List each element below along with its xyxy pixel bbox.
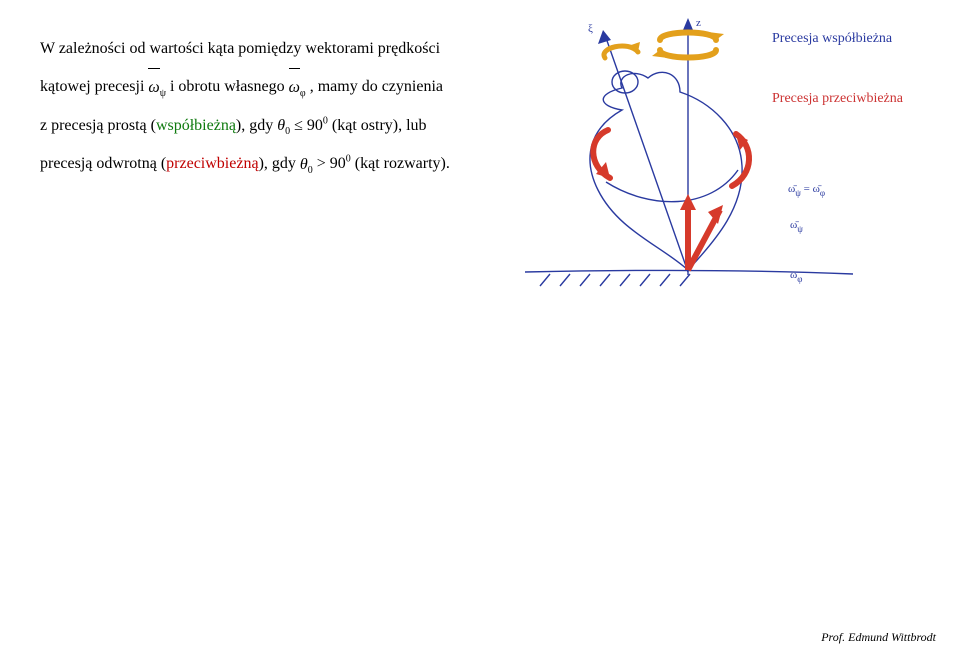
lbl-z: z — [696, 17, 701, 29]
lbl-xi: ξ — [588, 23, 593, 35]
theta0: θ — [277, 117, 285, 134]
line4c: (kąt rozwarty). — [355, 155, 450, 172]
line3a: z precesją prostą ( — [40, 117, 156, 134]
omega-psi-sub: ψ — [160, 88, 166, 99]
leq90: ≤ 90 — [290, 117, 323, 134]
footer-author: Prof. Edmund Wittbrodt — [821, 630, 936, 645]
wspolbiezna: współbieżną — [156, 117, 236, 134]
svg-text:ω̄ψ: ω̄ψ — [790, 219, 803, 234]
omega-phi-sub: φ — [300, 88, 306, 99]
line3c: (kąt ostry), lub — [332, 117, 427, 134]
omega-phi: ω — [289, 79, 300, 96]
theta1: θ — [300, 156, 308, 173]
title-przeciwbiezna: Precesja przeciwbieżna — [772, 91, 904, 106]
line3b: ), gdy — [236, 117, 277, 134]
eq-eq: = — [801, 183, 813, 195]
omega-psi: ω — [148, 79, 159, 96]
title-wspolbiezna: Precesja współbieżna — [772, 31, 893, 46]
svg-text:ω̄φ: ω̄φ — [790, 269, 802, 284]
line4b: ), gdy — [259, 155, 300, 172]
deg0a: 0 — [323, 116, 328, 127]
przeciwbiezna: przeciwbieżną — [166, 155, 258, 172]
deg0b: 0 — [346, 154, 351, 165]
gt90: > 90 — [313, 155, 346, 172]
line4a: precesją odwrotną ( — [40, 155, 166, 172]
svg-text:ω̄ψ = ω̄φ: ω̄ψ = ω̄φ — [788, 183, 825, 198]
line2b: i obrotu własnego — [170, 78, 289, 95]
lbl-omega-phi-sub: φ — [797, 274, 802, 284]
line2c: , mamy do czynienia — [310, 78, 443, 95]
line2a: kątowej precesji — [40, 78, 148, 95]
body-text: W zależności od wartości kąta pomiędzy w… — [40, 30, 500, 184]
precession-diagram: z ξ Precesja współbieżna Precesja przeci… — [510, 10, 930, 310]
eq-rhs-sub: φ — [820, 188, 825, 198]
lbl-omega-psi-sub: ψ — [797, 224, 803, 234]
line1: W zależności od wartości kąta pomiędzy w… — [40, 40, 440, 57]
